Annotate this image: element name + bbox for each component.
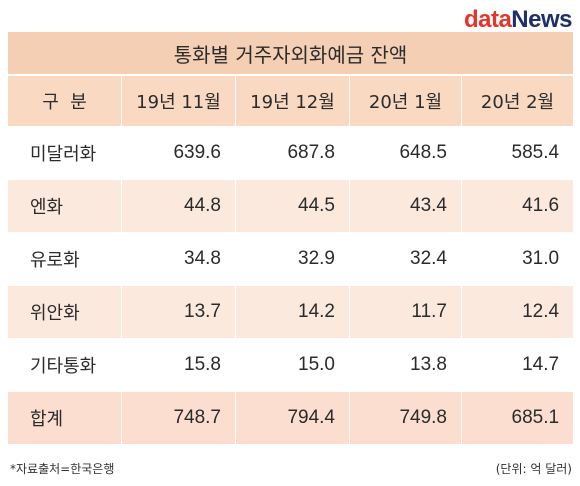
cell-value: 749.8 xyxy=(349,391,462,445)
unit-note: (단위: 억 달러) xyxy=(495,462,572,476)
cell-value: 34.8 xyxy=(121,232,236,286)
cell-value: 687.8 xyxy=(235,126,350,180)
table-row-jpy: 엔화 44.8 44.5 43.4 41.6 xyxy=(7,179,575,233)
datanews-logo: data News xyxy=(463,6,573,34)
column-header-feb-2020: 20년 2월 xyxy=(460,74,575,127)
cell-value: 14.7 xyxy=(460,338,575,392)
cell-value: 685.1 xyxy=(460,391,575,445)
column-header-nov-2019: 19년 11월 xyxy=(121,74,236,127)
row-label: 엔화 xyxy=(7,179,122,233)
cell-value: 13.8 xyxy=(349,338,462,392)
logo-part-news: News xyxy=(511,6,572,33)
table-row-cny: 위안화 13.7 14.2 11.7 12.4 xyxy=(7,285,575,339)
row-label: 위안화 xyxy=(7,285,122,339)
logo-part-data: data xyxy=(463,6,512,33)
deposit-table-container: 통화별 거주자외화예금 잔액 구 분 19년 11월 19년 12월 20년 1… xyxy=(6,31,575,445)
cell-value: 639.6 xyxy=(121,126,236,180)
cell-value: 585.4 xyxy=(460,126,575,180)
table-row-total: 합계 748.7 794.4 749.8 685.1 xyxy=(7,391,575,445)
cell-value: 31.0 xyxy=(460,232,575,286)
cell-value: 15.0 xyxy=(235,338,350,392)
cell-value: 794.4 xyxy=(235,391,350,445)
cell-value: 648.5 xyxy=(349,126,462,180)
cell-value: 748.7 xyxy=(121,391,236,445)
row-label: 유로화 xyxy=(7,232,122,286)
header-row: 구 분 19년 11월 19년 12월 20년 1월 20년 2월 xyxy=(7,74,575,127)
table-row-usd: 미달러화 639.6 687.8 648.5 585.4 xyxy=(7,126,575,180)
deposit-balance-table: 통화별 거주자외화예금 잔액 구 분 19년 11월 19년 12월 20년 1… xyxy=(6,31,575,445)
table-row-eur: 유로화 34.8 32.9 32.4 31.0 xyxy=(7,232,575,286)
source-note: *자료출처=한국은행 xyxy=(10,462,115,476)
cell-value: 15.8 xyxy=(121,338,236,392)
cell-value: 14.2 xyxy=(235,285,350,339)
cell-value: 43.4 xyxy=(349,179,462,233)
column-header-dec-2019: 19년 12월 xyxy=(235,74,350,127)
cell-value: 41.6 xyxy=(460,179,575,233)
column-header-category: 구 분 xyxy=(7,74,122,127)
row-label: 미달러화 xyxy=(7,126,122,180)
table-title: 통화별 거주자외화예금 잔액 xyxy=(6,31,575,76)
table-row-other: 기타통화 15.8 15.0 13.8 14.7 xyxy=(7,338,575,392)
cell-value: 32.4 xyxy=(349,232,462,286)
cell-value: 44.8 xyxy=(121,179,236,233)
cell-value: 44.5 xyxy=(235,179,350,233)
row-label: 합계 xyxy=(7,391,122,445)
cell-value: 32.9 xyxy=(235,232,350,286)
footer-notes: *자료출처=한국은행 (단위: 억 달러) xyxy=(10,460,572,477)
row-label: 기타통화 xyxy=(7,338,122,392)
column-header-jan-2020: 20년 1월 xyxy=(349,74,462,127)
cell-value: 11.7 xyxy=(349,285,462,339)
cell-value: 12.4 xyxy=(460,285,575,339)
cell-value: 13.7 xyxy=(121,285,236,339)
